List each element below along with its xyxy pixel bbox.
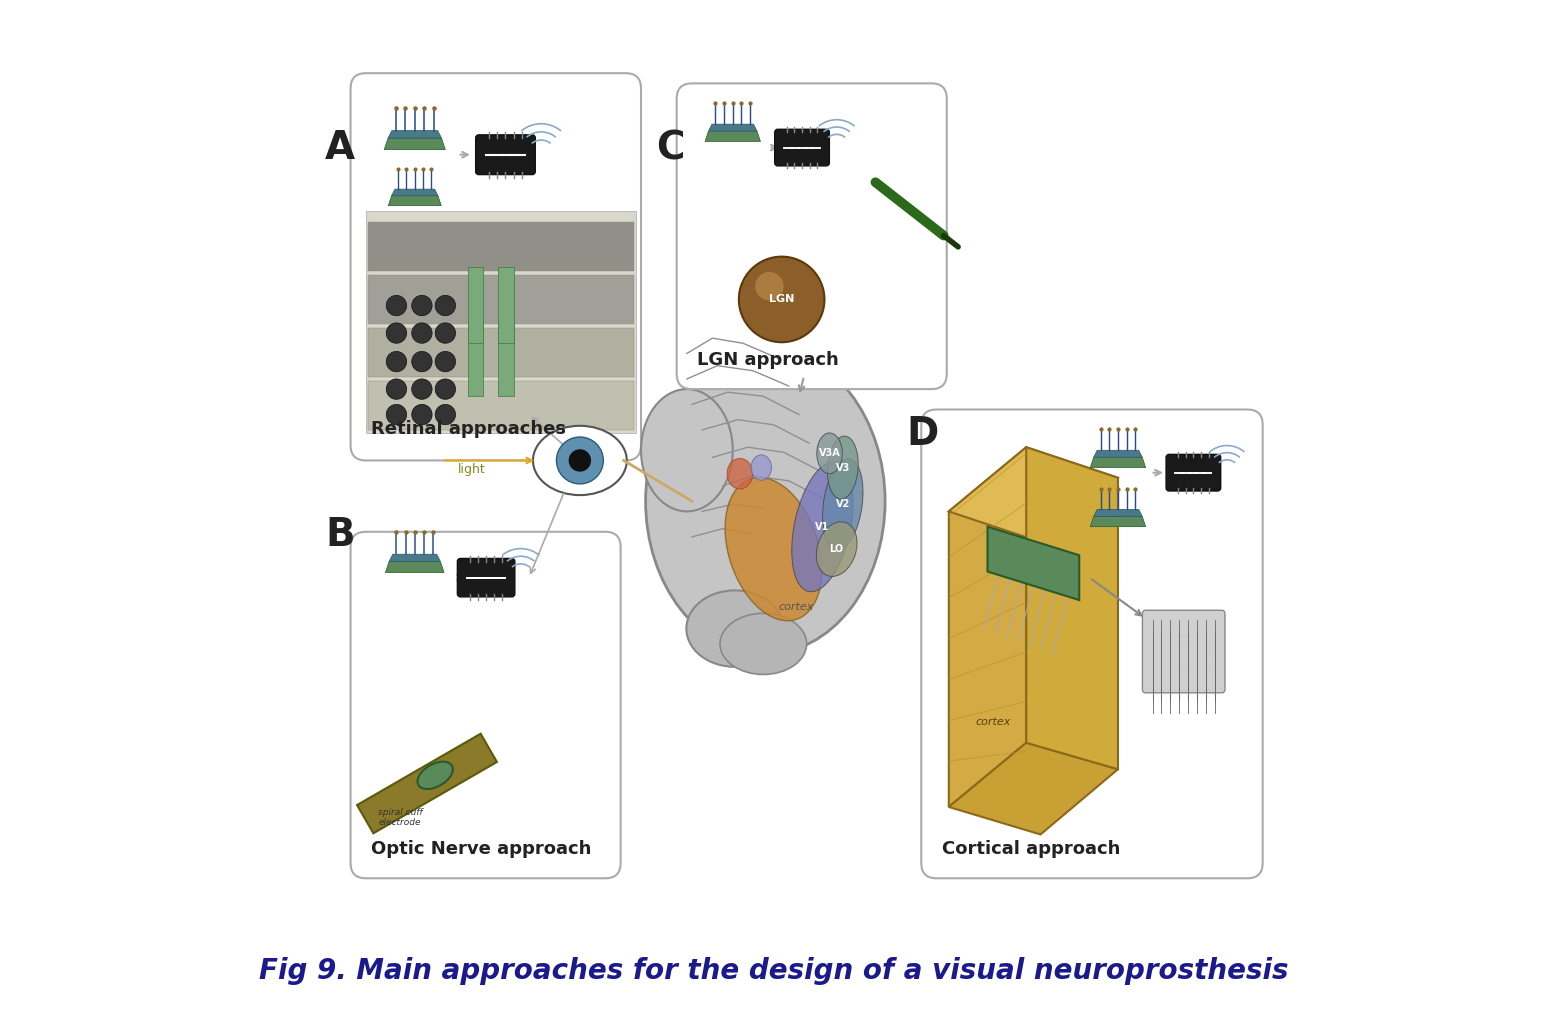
- Text: cortex: cortex: [778, 602, 814, 613]
- Polygon shape: [467, 320, 483, 397]
- Text: D: D: [907, 414, 937, 452]
- Polygon shape: [948, 447, 1026, 807]
- Text: LGN: LGN: [769, 294, 794, 305]
- Polygon shape: [467, 267, 483, 343]
- Text: Retinal approaches: Retinal approaches: [371, 420, 566, 438]
- Circle shape: [557, 437, 603, 483]
- Ellipse shape: [817, 522, 857, 576]
- FancyBboxPatch shape: [922, 409, 1262, 878]
- Polygon shape: [498, 320, 514, 397]
- Polygon shape: [357, 733, 497, 834]
- Polygon shape: [705, 131, 761, 142]
- Circle shape: [412, 295, 432, 316]
- Circle shape: [435, 351, 455, 372]
- Ellipse shape: [534, 426, 627, 495]
- Text: Cortical approach: Cortical approach: [942, 840, 1120, 857]
- Polygon shape: [709, 124, 756, 131]
- Polygon shape: [388, 130, 441, 138]
- Circle shape: [387, 379, 407, 400]
- Circle shape: [435, 295, 455, 316]
- Text: A: A: [325, 129, 356, 167]
- Ellipse shape: [828, 436, 859, 499]
- Polygon shape: [1026, 447, 1118, 770]
- Text: V1: V1: [815, 522, 829, 532]
- Ellipse shape: [726, 477, 821, 621]
- Polygon shape: [498, 267, 514, 343]
- Text: Fig 9. Main approaches for the design of a visual neuroprosthesis: Fig 9. Main approaches for the design of…: [258, 958, 1289, 985]
- Polygon shape: [1094, 450, 1142, 458]
- Polygon shape: [385, 562, 444, 572]
- Text: cortex: cortex: [975, 717, 1010, 727]
- FancyBboxPatch shape: [458, 559, 515, 597]
- Polygon shape: [384, 138, 446, 150]
- Polygon shape: [388, 195, 441, 206]
- Ellipse shape: [823, 459, 863, 550]
- Text: V2: V2: [835, 499, 849, 509]
- Circle shape: [739, 256, 825, 342]
- Ellipse shape: [418, 761, 453, 789]
- Polygon shape: [368, 222, 634, 271]
- Ellipse shape: [640, 389, 733, 511]
- Polygon shape: [1091, 516, 1146, 527]
- Circle shape: [387, 323, 407, 343]
- Circle shape: [387, 295, 407, 316]
- Circle shape: [755, 272, 784, 301]
- FancyBboxPatch shape: [351, 532, 620, 878]
- Circle shape: [412, 379, 432, 400]
- Polygon shape: [391, 189, 438, 195]
- Circle shape: [412, 323, 432, 343]
- Polygon shape: [948, 447, 1118, 542]
- Polygon shape: [987, 527, 1080, 600]
- Ellipse shape: [727, 459, 752, 489]
- Circle shape: [387, 404, 407, 425]
- Ellipse shape: [645, 348, 885, 654]
- Circle shape: [412, 351, 432, 372]
- Ellipse shape: [719, 614, 806, 675]
- Circle shape: [412, 404, 432, 425]
- Ellipse shape: [792, 462, 852, 592]
- Polygon shape: [368, 381, 634, 430]
- Ellipse shape: [687, 591, 783, 667]
- FancyBboxPatch shape: [475, 135, 535, 175]
- Text: B: B: [325, 516, 354, 555]
- Polygon shape: [948, 743, 1118, 835]
- Circle shape: [435, 404, 455, 425]
- Circle shape: [387, 351, 407, 372]
- Circle shape: [569, 449, 591, 472]
- Text: light: light: [458, 463, 486, 475]
- Ellipse shape: [817, 433, 842, 474]
- Text: V3A: V3A: [818, 448, 840, 459]
- FancyBboxPatch shape: [1142, 611, 1225, 693]
- Ellipse shape: [752, 455, 772, 480]
- Polygon shape: [390, 555, 441, 562]
- Circle shape: [435, 323, 455, 343]
- FancyBboxPatch shape: [775, 129, 829, 166]
- Text: C: C: [656, 129, 685, 167]
- Text: LGN approach: LGN approach: [698, 351, 838, 369]
- Text: spiral cuff
electrode: spiral cuff electrode: [377, 808, 422, 827]
- Text: LO: LO: [829, 544, 843, 554]
- Polygon shape: [368, 327, 634, 377]
- Circle shape: [435, 379, 455, 400]
- Polygon shape: [365, 211, 636, 433]
- FancyBboxPatch shape: [676, 84, 947, 389]
- Polygon shape: [1094, 509, 1142, 516]
- FancyBboxPatch shape: [1166, 455, 1221, 491]
- Text: Optic Nerve approach: Optic Nerve approach: [371, 840, 591, 857]
- Polygon shape: [1091, 458, 1146, 468]
- FancyBboxPatch shape: [351, 73, 640, 461]
- Polygon shape: [368, 275, 634, 324]
- Text: V3: V3: [835, 463, 849, 472]
